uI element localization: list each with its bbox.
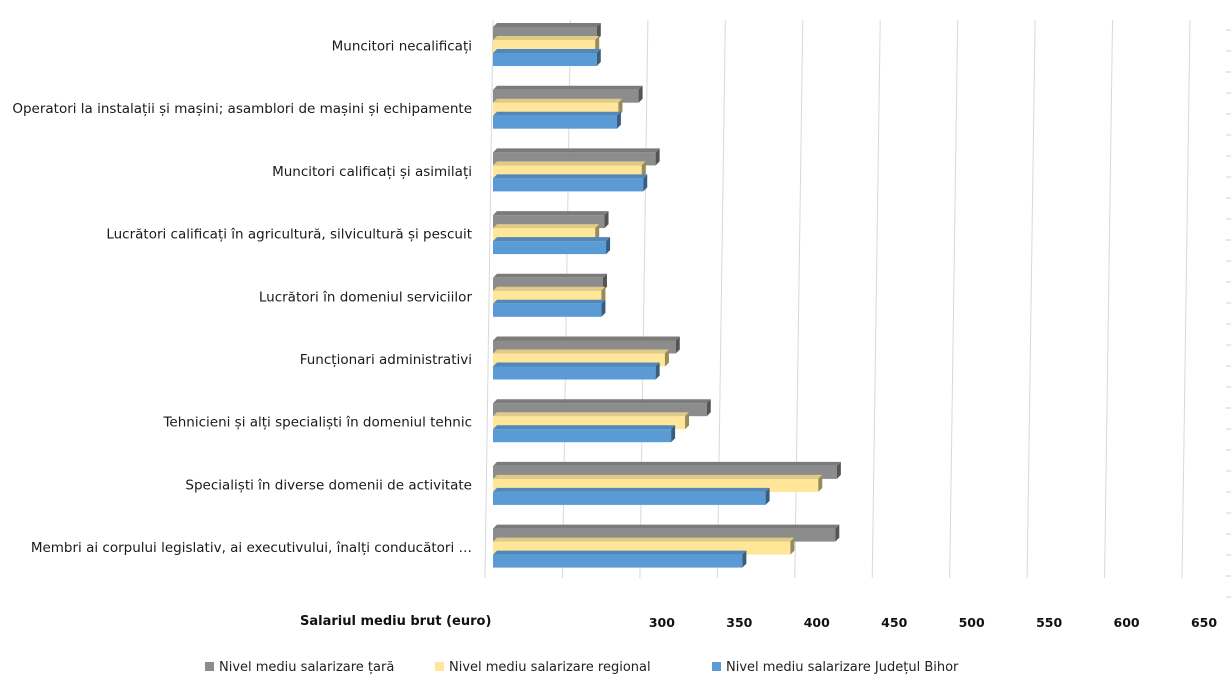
bar <box>493 550 747 568</box>
bar <box>493 425 676 443</box>
x-tick-label: 650 <box>1191 615 1217 630</box>
category-labels: Muncitori necalificați Operatori la insta… <box>12 39 472 557</box>
legend-swatch <box>435 662 444 671</box>
legend-swatch <box>712 662 721 671</box>
x-axis-title: Salariul mediu brut (euro) <box>300 614 491 629</box>
legend-item: Nivel mediu salarizare Județul Bihor <box>712 660 959 675</box>
x-tick-label: 550 <box>1036 615 1062 630</box>
x-tick-label: 450 <box>881 615 907 630</box>
legend-swatch <box>205 662 214 671</box>
x-tick-label: 400 <box>804 615 830 630</box>
gridline <box>1104 19 1114 579</box>
x-tick-label: 600 <box>1114 615 1140 630</box>
bar <box>493 174 648 192</box>
legend-label: Nivel mediu salarizare Județul Bihor <box>726 660 959 675</box>
legend-item: Nivel mediu salarizare regional <box>435 660 651 675</box>
gridline <box>871 19 881 579</box>
legend-item: Nivel mediu salarizare țară <box>205 660 394 675</box>
bar <box>493 362 660 380</box>
bar <box>493 237 611 255</box>
category-label: Tehnicieni și alți specialiști în domeni… <box>162 415 472 431</box>
category-label: Operatori la instalații și mașini; asamb… <box>12 101 472 117</box>
x-tick-label: 350 <box>726 615 752 630</box>
category-label: Funcționari administrativi <box>300 352 472 368</box>
category-label: Lucrători în domeniul serviciilor <box>259 289 473 305</box>
bar <box>493 111 621 129</box>
gridline <box>484 19 494 579</box>
category-label: Specialiști în diverse domenii de activi… <box>185 477 472 493</box>
legend-label: Nivel mediu salarizare regional <box>449 660 651 675</box>
legend-label: Nivel mediu salarizare țară <box>219 660 394 675</box>
gridline <box>1026 19 1036 579</box>
category-label: Muncitori calificați și asimilați <box>272 164 472 180</box>
bar <box>493 299 606 317</box>
x-axis-ticks: 300 350 400 450 500 550 600 650 <box>649 615 1218 630</box>
bars <box>493 23 841 568</box>
bar <box>493 49 601 66</box>
legend: Nivel mediu salarizare țară Nivel mediu s… <box>205 660 959 675</box>
gridline <box>1181 19 1191 579</box>
x-tick-label: 500 <box>959 615 985 630</box>
gridline <box>794 19 804 579</box>
category-label: Lucrători calificați în agricultură, sil… <box>106 227 472 243</box>
x-tick-label: 300 <box>649 615 675 630</box>
bar <box>493 487 770 505</box>
gridline <box>949 19 959 579</box>
category-label: Muncitori necalificați <box>332 39 472 55</box>
category-label: Membri ai corpului legislativ, ai execut… <box>31 540 472 556</box>
